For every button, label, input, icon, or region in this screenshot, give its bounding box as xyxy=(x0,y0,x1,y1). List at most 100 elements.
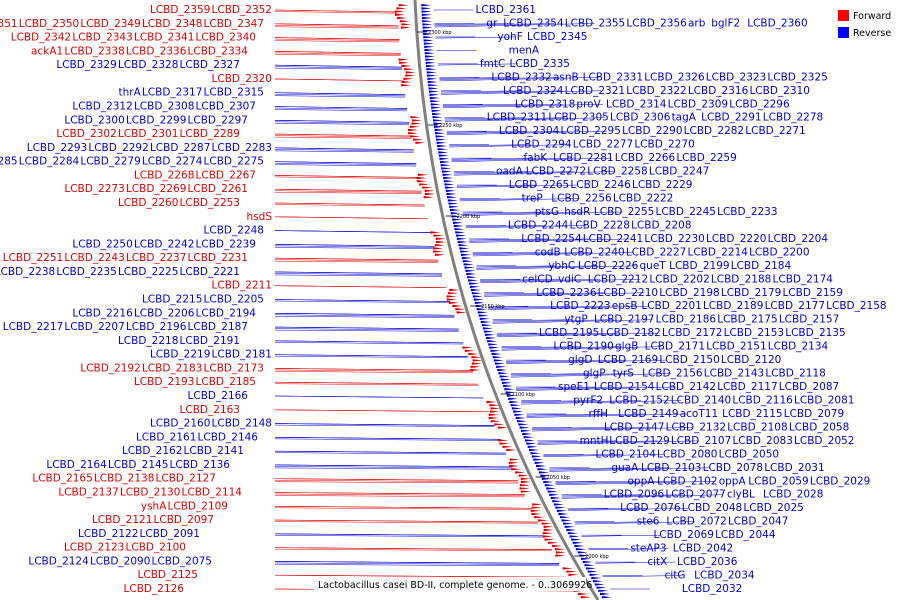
reverse-gene-feature xyxy=(422,23,433,26)
forward-gene-feature xyxy=(399,20,410,23)
leader-line xyxy=(516,386,637,390)
gene-label: LCBD_2261 xyxy=(188,183,248,195)
gene-label: LCBD_2226 xyxy=(578,260,639,272)
reverse-gene-feature xyxy=(490,349,501,353)
gene-label: LCBD_2200 xyxy=(749,246,809,258)
gene-labels: LCBD_2352LCBD_2359LCBD_2347LCBD_2348LCBD… xyxy=(0,4,887,595)
leader-line xyxy=(456,184,577,188)
leader-line xyxy=(574,521,655,524)
right-label-row: fmtC LCBD_2335 xyxy=(480,58,570,70)
leader-line xyxy=(549,467,630,470)
reverse-gene-feature xyxy=(477,311,488,314)
forward-gene-feature xyxy=(404,68,415,71)
leader-line xyxy=(526,413,647,417)
reverse-gene-feature xyxy=(427,77,438,80)
right-label-row: LCBD_2318 proV LCBD_2314 LCBD_2309 LCBD_2296 xyxy=(515,98,790,110)
leader-line xyxy=(274,26,399,29)
gene-label: LCBD_2304 xyxy=(499,125,560,137)
gene-label: LCBD_2174 xyxy=(773,273,834,285)
gene-label: LCBD_2158 xyxy=(826,300,886,312)
reverse-gene-feature xyxy=(445,186,456,189)
reverse-gene-feature xyxy=(425,61,436,64)
leader-line xyxy=(462,211,623,216)
right-label-row: LCBD_2069 LCBD_2044 xyxy=(653,529,775,541)
forward-gene-feature xyxy=(531,512,542,516)
reverse-gene-feature xyxy=(599,592,610,596)
gene-label: LCBD_2198 xyxy=(659,287,719,299)
leader-line xyxy=(555,481,716,486)
reverse-gene-feature xyxy=(569,535,580,538)
right-label-row: treP LCBD_2256 LCBD_2222 xyxy=(522,193,674,205)
reverse-gene-feature xyxy=(447,196,458,199)
left-label-row: LCBD_2275LCBD_2274LCBD_2279LCBD_2284LCBD… xyxy=(0,156,264,168)
leader-line xyxy=(574,521,695,525)
reverse-gene-feature xyxy=(559,516,570,519)
reverse-gene-feature xyxy=(466,272,477,276)
gene-label: LCBD_2329 xyxy=(56,59,116,71)
leader-line xyxy=(462,211,543,214)
gene-label: fabK xyxy=(524,152,549,164)
reverse-gene-feature xyxy=(427,80,438,84)
leader-line xyxy=(274,216,428,220)
gene-label: LCBD_2196 xyxy=(126,321,187,333)
leader-line xyxy=(274,120,410,123)
reverse-gene-feature xyxy=(428,90,439,93)
leader-line xyxy=(274,371,474,374)
forward-gene-feature xyxy=(555,554,566,557)
gene-label: LCBD_2090 xyxy=(90,555,150,567)
gene-label: LCBD_2103 xyxy=(641,462,701,474)
gene-label: LCBD_2239 xyxy=(196,238,256,250)
gene-label: LCBD_2153 xyxy=(724,327,784,339)
right-label-row: oppA LCBD_2102 oppA LCBD_2059 LCBD_2029 xyxy=(628,475,871,487)
gene-label: LCBD_2211 xyxy=(212,280,272,292)
legend-reverse-swatch xyxy=(838,27,849,38)
leader-line xyxy=(451,157,532,160)
forward-gene-feature xyxy=(498,439,509,442)
reverse-gene-feature xyxy=(450,212,461,215)
leader-line xyxy=(549,467,710,472)
reverse-gene-feature xyxy=(429,93,440,96)
right-label-row: ytgP LCBD_2197 LCBD_2186 LCBD_2175 LCBD_2157 xyxy=(564,314,839,326)
leader-line xyxy=(274,381,479,385)
reverse-gene-feature xyxy=(526,442,537,445)
leader-line xyxy=(274,481,519,484)
gene-label: LCBD_2345 xyxy=(527,31,587,43)
reverse-gene-feature xyxy=(520,429,531,433)
reverse-gene-feature xyxy=(434,128,445,132)
gene-label: LCBD_2188 xyxy=(711,273,771,285)
gene-label: LCBD_2081 xyxy=(794,394,854,406)
gene-label: LCBD_2316 xyxy=(688,85,749,97)
forward-gene-feature xyxy=(464,349,475,353)
forward-gene-feature xyxy=(452,304,463,308)
gene-label: LCBD_2247 xyxy=(649,166,709,178)
right-label-row: codB LCBD_2240 LCBD_2227 LCBD_2214 LCBD_2200 xyxy=(535,246,810,258)
gene-label: citX xyxy=(647,556,667,568)
gene-label: LCBD_2202 xyxy=(649,273,709,285)
forward-gene-feature xyxy=(448,301,459,305)
gene-label: citG xyxy=(665,570,686,582)
forward-gene-feature xyxy=(544,538,555,541)
forward-gene-feature xyxy=(424,189,435,192)
reverse-gene-feature xyxy=(586,567,597,570)
leader-line xyxy=(435,36,516,39)
reverse-gene-feature xyxy=(432,119,443,122)
reverse-gene-feature xyxy=(448,202,459,205)
forward-gene-feature xyxy=(415,141,426,144)
forward-gene-feature xyxy=(566,570,577,573)
reverse-gene-feature xyxy=(494,362,505,365)
title-background xyxy=(314,577,586,591)
forward-gene-feature xyxy=(555,551,566,554)
reverse-gene-feature xyxy=(564,525,575,528)
forward-gene-feature xyxy=(468,352,479,356)
tick-label: 2150 kbp xyxy=(481,304,505,310)
forward-gene-feature xyxy=(552,544,563,548)
gene-label: LCBD_2122 xyxy=(78,528,138,540)
gene-label: LCBD_2354 xyxy=(503,17,564,29)
gene-label: LCBD_2161 xyxy=(136,431,196,443)
reverse-gene-feature xyxy=(556,509,567,512)
reverse-gene-feature xyxy=(431,109,442,112)
